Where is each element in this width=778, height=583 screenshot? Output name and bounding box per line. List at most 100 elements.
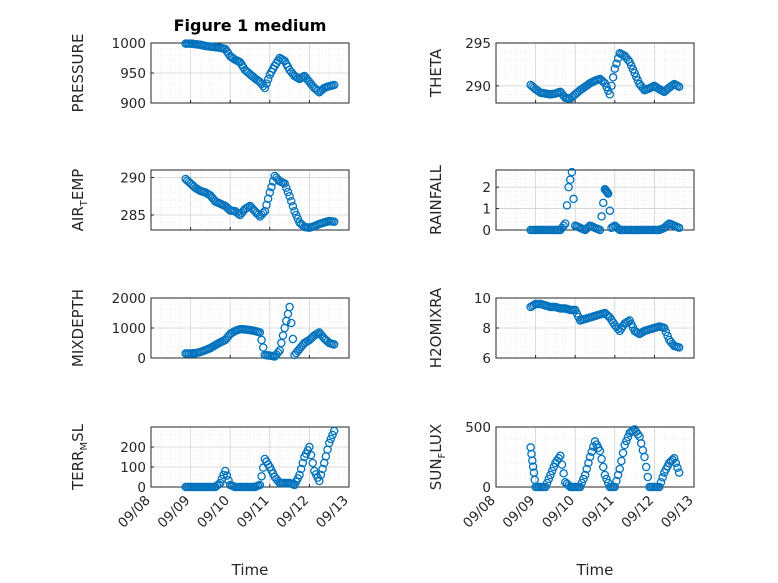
data-point: [298, 458, 308, 468]
x-tick-label: 09/09: [155, 493, 194, 532]
data-point: [546, 470, 555, 480]
y-axis-label: TERRMSL: [69, 423, 90, 491]
data-point: [597, 212, 606, 221]
data-point: [673, 463, 682, 473]
data-point: [324, 438, 334, 448]
data-point: [305, 442, 314, 452]
data-point: [244, 202, 253, 212]
data-point: [253, 210, 263, 219]
data-point: [655, 482, 664, 492]
y-tick-label: 0: [137, 480, 146, 496]
subplot-2: 290 295 THETA: [427, 36, 695, 104]
data-point: [674, 468, 684, 477]
y-axis-label-rest: EMP: [69, 169, 87, 200]
subplot-1: 900 950 1000 PRESSURE Figure 1 medium: [69, 16, 350, 112]
subplot-7: 0 100 200 09/08 09/09 09/10 09/11 09/12 09/13 Tim…: [69, 423, 352, 579]
data-point: [273, 348, 283, 357]
x-tick-label: 09/11: [234, 493, 273, 532]
data-point: [282, 183, 291, 192]
y-axis-label-main: H2OMIXRA: [427, 287, 445, 368]
data-point: [285, 302, 294, 312]
data-point: [329, 80, 339, 90]
data-point: [622, 436, 631, 446]
y-tick-label: 0: [482, 480, 491, 496]
data-point: [674, 343, 684, 352]
data-point: [618, 448, 628, 458]
x-tick-label: 09/09: [500, 493, 539, 532]
x-axis-label: Time: [576, 561, 614, 579]
y-tick-label: 1000: [112, 321, 146, 337]
data-point: [674, 223, 684, 233]
data-point: [599, 198, 608, 208]
data-point: [620, 440, 629, 450]
data-point: [608, 73, 618, 82]
data-point: [674, 82, 684, 91]
y-axis-label-main: THETA: [427, 48, 445, 98]
y-tick-label: 6: [482, 351, 491, 367]
x-tick-label: 09/12: [273, 493, 312, 532]
data-point: [617, 456, 626, 466]
data-point: [557, 460, 567, 469]
data-point: [658, 473, 667, 482]
x-tick-label: 09/08: [460, 493, 499, 532]
data-point: [547, 466, 557, 476]
y-axis-label-main: AIR: [69, 206, 87, 231]
data-point: [329, 340, 339, 349]
data-point: [585, 452, 595, 462]
data-point: [608, 222, 618, 232]
data-point: [587, 447, 596, 457]
data-point: [288, 334, 298, 344]
x-tick-label: 09/13: [313, 493, 352, 532]
data-point: [326, 434, 336, 444]
data-point: [641, 462, 651, 472]
y-axis-label: RAINFALL: [427, 164, 445, 235]
data-point: [595, 446, 605, 456]
data-point: [633, 429, 643, 439]
data-point: [288, 201, 298, 211]
data-point: [607, 81, 616, 91]
data-point: [285, 191, 294, 201]
y-axis-label-rest: SL: [69, 423, 87, 442]
data-point: [263, 74, 273, 84]
data-point: [257, 472, 266, 481]
data-point: [599, 462, 608, 472]
data-point: [597, 454, 606, 464]
y-axis-label-main: SUN: [427, 458, 445, 490]
data-point: [569, 194, 578, 204]
data-point: [280, 179, 289, 188]
y-axis-label-sub: M: [79, 442, 90, 451]
y-tick-label: 8: [482, 321, 491, 337]
data-point: [610, 64, 620, 73]
data-point: [580, 470, 590, 480]
subplot-5: 0 1000 2000 MIXDEPTH: [69, 289, 350, 367]
x-tick-label: 09/10: [539, 493, 578, 532]
y-tick-label: 200: [120, 440, 146, 456]
data-point: [612, 59, 621, 68]
x-tick-label: 09/11: [579, 493, 618, 532]
data-point: [541, 482, 550, 492]
axes-box: [495, 426, 695, 488]
y-tick-label: 950: [120, 66, 146, 82]
data-point: [329, 426, 339, 436]
y-tick-label: 100: [120, 460, 146, 476]
x-axis-label: Time: [231, 561, 269, 579]
data-point: [559, 221, 568, 230]
data-point: [605, 206, 615, 215]
data-point: [286, 196, 296, 206]
data-point: [308, 458, 317, 468]
data-point: [559, 469, 568, 478]
data-point: [582, 464, 592, 474]
data-point: [584, 458, 593, 468]
data-point: [640, 452, 649, 462]
data-point: [315, 476, 324, 486]
data-point: [296, 464, 306, 474]
subplot-4: 0 1 2 RAINFALL: [427, 164, 695, 239]
data-point: [549, 462, 559, 472]
y-tick-label: 2: [482, 180, 491, 196]
data-point: [567, 167, 577, 177]
data-point: [255, 480, 265, 490]
data-point: [575, 482, 585, 492]
data-point: [615, 464, 625, 474]
data-point: [306, 450, 316, 460]
data-point: [544, 474, 554, 484]
